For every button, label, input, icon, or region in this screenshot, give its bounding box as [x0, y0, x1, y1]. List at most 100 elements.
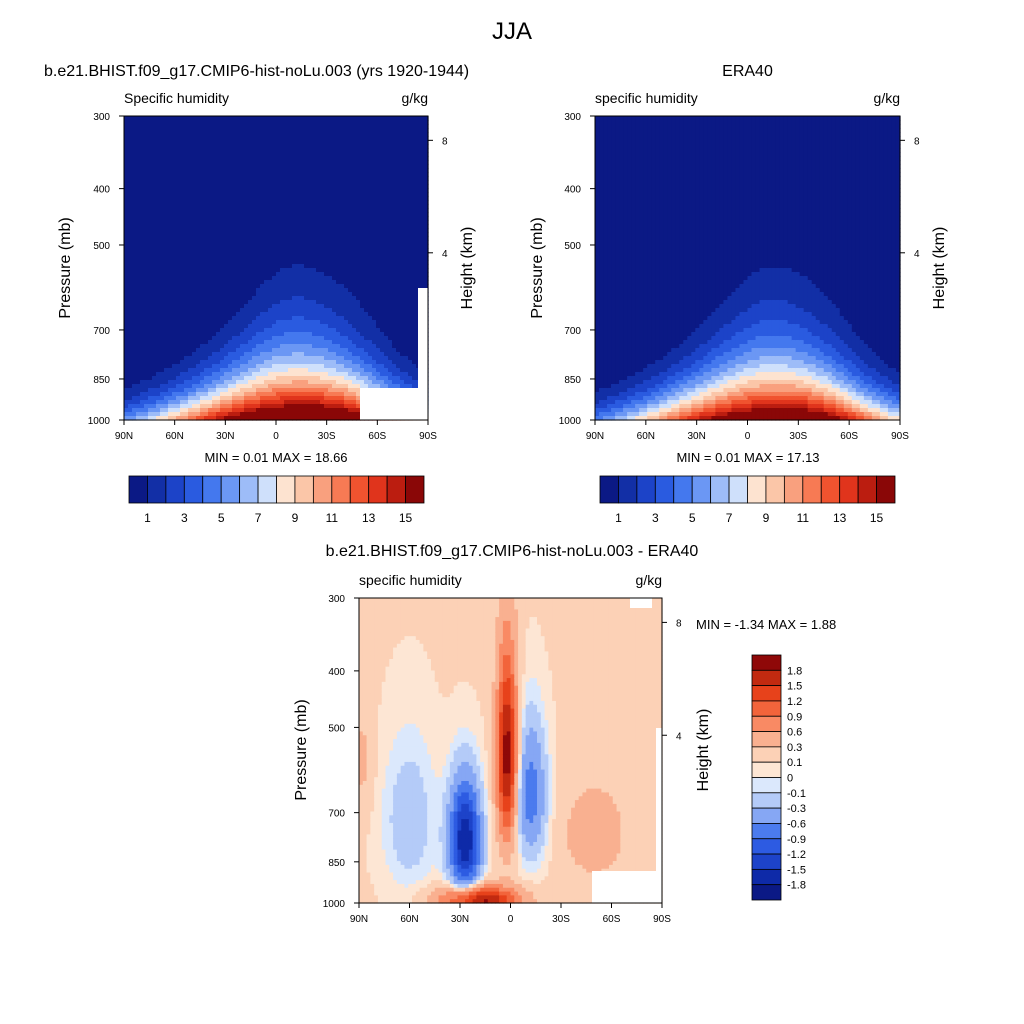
contour-cell	[324, 152, 329, 157]
contour-cell	[216, 364, 221, 369]
contour-cell	[260, 288, 265, 293]
contour-cell	[140, 392, 145, 397]
contour-cell	[192, 408, 197, 413]
contour-cell	[236, 272, 241, 277]
contour-cell	[188, 396, 193, 401]
contour-cell	[132, 264, 137, 269]
contour-cell	[188, 320, 193, 325]
contour-cell	[308, 352, 313, 357]
contour-cell	[168, 268, 173, 273]
contour-cell	[268, 280, 273, 285]
contour-cell	[288, 140, 293, 145]
contour-cell	[296, 352, 301, 357]
contour-cell	[372, 300, 377, 305]
contour-cell	[308, 124, 313, 129]
contour-cell	[368, 380, 373, 385]
contour-cell	[308, 228, 313, 233]
contour-cell	[180, 176, 185, 181]
contour-cell	[152, 396, 157, 401]
contour-cell	[356, 268, 361, 273]
contour-cell	[132, 168, 137, 173]
contour-cell	[312, 220, 317, 225]
contour-cell	[328, 168, 333, 173]
contour-cell	[252, 152, 257, 157]
contour-cell	[320, 140, 325, 145]
contour-cell	[128, 204, 133, 209]
contour-cell	[184, 156, 189, 161]
contour-cell	[376, 352, 381, 357]
contour-cell	[248, 252, 253, 257]
contour-cell	[288, 260, 293, 265]
contour-cell	[256, 300, 261, 305]
contour-cell	[216, 260, 221, 265]
contour-cell	[316, 332, 321, 337]
contour-cell	[140, 308, 145, 313]
contour-cell	[288, 312, 293, 317]
contour-cell	[216, 280, 221, 285]
contour-cell	[312, 392, 317, 397]
contour-cell	[176, 384, 181, 389]
contour-cell	[324, 176, 329, 181]
contour-cell	[248, 388, 253, 393]
contour-cell	[376, 356, 381, 361]
contour-cell	[304, 200, 309, 205]
contour-cell	[252, 224, 257, 229]
contour-cell	[192, 160, 197, 165]
contour-cell	[340, 308, 345, 313]
contour-cell	[372, 348, 377, 353]
contour-cell	[192, 244, 197, 249]
contour-cell	[208, 352, 213, 357]
contour-cell	[216, 320, 221, 325]
contour-cell	[304, 276, 309, 281]
contour-cell	[336, 288, 341, 293]
contour-cell	[172, 392, 177, 397]
contour-cell	[192, 176, 197, 181]
contour-cell	[208, 148, 213, 153]
contour-cell	[332, 360, 337, 365]
contour-cell	[292, 312, 297, 317]
contour-cell	[228, 364, 233, 369]
contour-cell	[232, 276, 237, 281]
contour-cell	[256, 160, 261, 165]
contour-cell	[344, 256, 349, 261]
contour-cell	[272, 180, 277, 185]
contour-cell	[136, 296, 141, 301]
contour-cell	[316, 172, 321, 177]
contour-cell	[364, 140, 369, 145]
contour-cell	[260, 204, 265, 209]
contour-cell	[176, 280, 181, 285]
contour-cell	[200, 416, 205, 421]
contour-cell	[316, 168, 321, 173]
contour-cell	[164, 368, 169, 373]
contour-cell	[132, 352, 137, 357]
contour-cell	[360, 316, 365, 321]
contour-cell	[292, 412, 297, 417]
contour-cell	[352, 360, 357, 365]
contour-cell	[128, 352, 133, 357]
contour-cell	[264, 300, 269, 305]
contour-cell	[248, 232, 253, 237]
contour-cell	[216, 408, 221, 413]
contour-cell	[280, 232, 285, 237]
contour-cell	[280, 188, 285, 193]
contour-cell	[340, 240, 345, 245]
contour-cell	[212, 344, 217, 349]
contour-cell	[200, 400, 205, 405]
contour-cell	[252, 288, 257, 293]
contour-cell	[336, 348, 341, 353]
contour-cell	[376, 180, 381, 185]
contour-cell	[128, 220, 133, 225]
contour-cell	[176, 152, 181, 157]
contour-cell	[296, 260, 301, 265]
contour-cell	[292, 188, 297, 193]
contour-cell	[228, 284, 233, 289]
contour-cell	[336, 400, 341, 405]
contour-cell	[292, 192, 297, 197]
contour-cell	[244, 416, 249, 421]
contour-cell	[320, 244, 325, 249]
contour-cell	[232, 232, 237, 237]
contour-cell	[136, 124, 141, 129]
contour-cell	[212, 384, 217, 389]
contour-cell	[336, 300, 341, 305]
contour-cell	[360, 220, 365, 225]
